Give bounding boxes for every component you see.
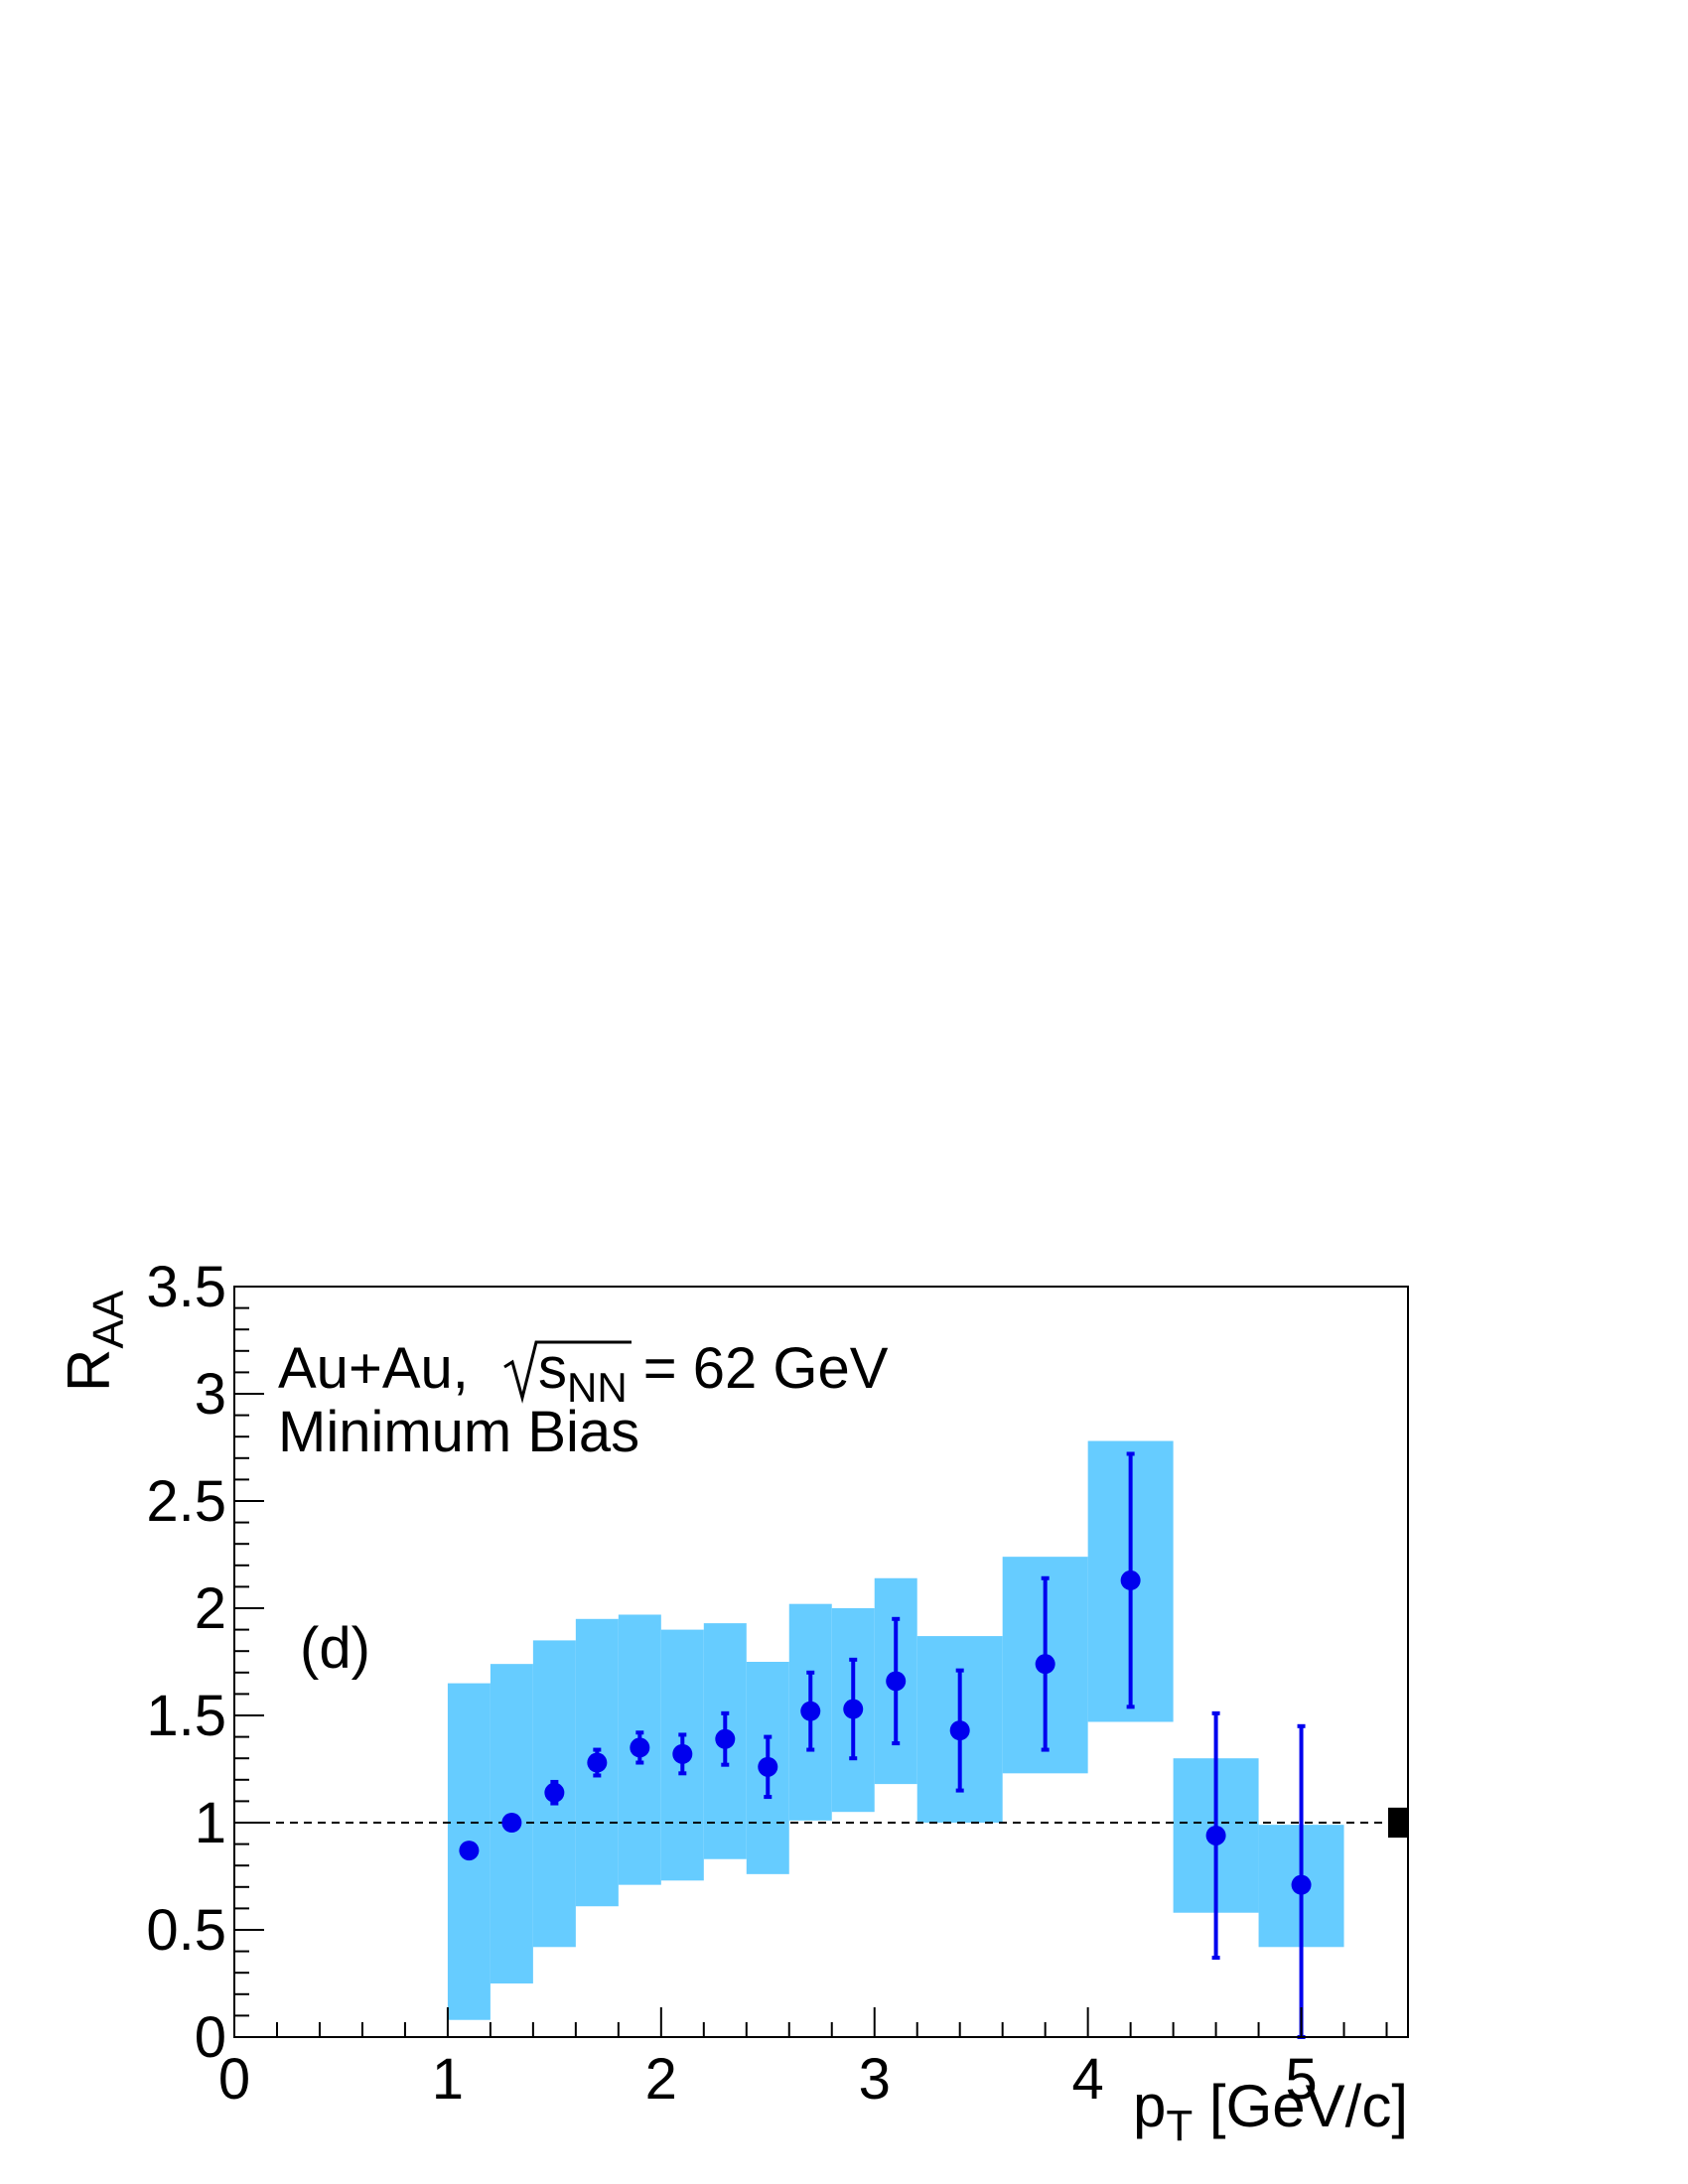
data-point-3 bbox=[544, 1782, 565, 1803]
axis-tick-labels: 0 1 2 3 4 5 0 0.5 1 1.5 2 2.5 3 3.5 bbox=[146, 1255, 1317, 2112]
x-tick-label-1: 1 bbox=[432, 2047, 464, 2112]
data-point-12 bbox=[949, 1720, 970, 1741]
data-point-4 bbox=[587, 1752, 608, 1773]
x-tick-label-3: 3 bbox=[859, 2047, 891, 2112]
data-point-15 bbox=[1205, 1825, 1226, 1845]
data-point-14 bbox=[1120, 1570, 1141, 1590]
data-points bbox=[459, 1570, 1312, 1895]
data-point-13 bbox=[1035, 1654, 1055, 1675]
annotation-system: Au+Au, bbox=[278, 1336, 469, 1401]
annotation-energy: sNN = 62 GeV bbox=[538, 1336, 889, 1411]
y-tick-label-3: 3 bbox=[195, 1362, 226, 1427]
panel-label: (d) bbox=[300, 1616, 370, 1681]
plot-frame bbox=[233, 1286, 1409, 2038]
data-point-16 bbox=[1291, 1874, 1312, 1895]
y-tick-label-1.5: 1.5 bbox=[146, 1684, 226, 1748]
data-point-10 bbox=[843, 1699, 864, 1719]
y-tick-label-2.5: 2.5 bbox=[146, 1469, 226, 1534]
sqrt-symbol bbox=[503, 1340, 632, 1404]
x-tick-label-0: 0 bbox=[218, 2047, 250, 2112]
data-point-2 bbox=[501, 1813, 522, 1833]
axis-ticks bbox=[233, 1286, 1388, 2038]
y-tick-label-0.5: 0.5 bbox=[146, 1898, 226, 1963]
data-point-5 bbox=[630, 1737, 650, 1758]
y-tick-label-1: 1 bbox=[195, 1791, 226, 1855]
data-point-7 bbox=[715, 1728, 736, 1749]
normalization-uncertainty-box bbox=[1388, 1807, 1408, 1839]
y-tick-label-3.5: 3.5 bbox=[146, 1255, 226, 1319]
x-tick-label-5: 5 bbox=[1285, 2047, 1317, 2112]
y-tick-label-0: 0 bbox=[195, 2005, 226, 2070]
data-point-1 bbox=[459, 1841, 480, 1861]
y-tick-label-2: 2 bbox=[195, 1576, 226, 1641]
y-axis-label: RAA bbox=[56, 1290, 133, 1392]
data-point-9 bbox=[800, 1701, 821, 1721]
data-point-8 bbox=[758, 1756, 778, 1777]
annotation-centrality: Minimum Bias bbox=[278, 1400, 639, 1464]
data-point-11 bbox=[886, 1671, 907, 1692]
x-axis-label: pT [GeV/c] bbox=[1133, 2073, 1408, 2150]
x-tick-label-4: 4 bbox=[1072, 2047, 1104, 2112]
x-tick-label-2: 2 bbox=[645, 2047, 677, 2112]
data-point-6 bbox=[672, 1743, 693, 1764]
